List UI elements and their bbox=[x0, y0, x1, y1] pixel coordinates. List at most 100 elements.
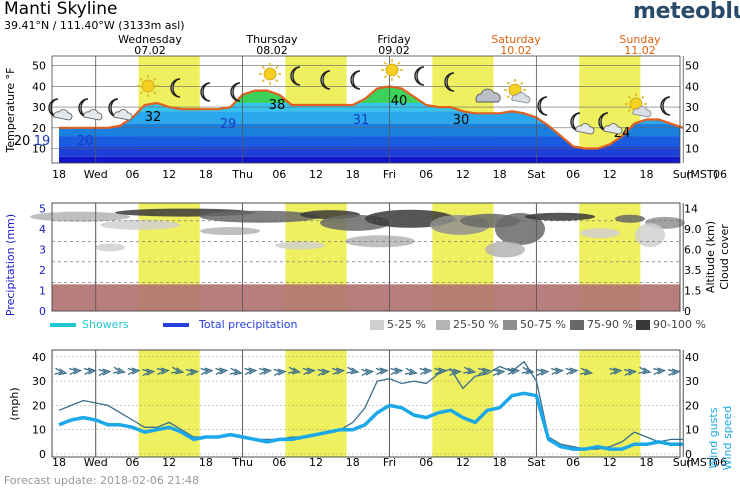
cover-5-25-swatch bbox=[370, 320, 384, 330]
arrow-chevron bbox=[112, 366, 126, 375]
cloud-shape bbox=[113, 109, 133, 121]
arrow-chevron bbox=[565, 367, 579, 375]
moon-shape bbox=[414, 66, 425, 86]
sun-ray bbox=[383, 75, 387, 79]
sun-ray bbox=[139, 91, 143, 95]
arrow-chevron bbox=[550, 367, 565, 375]
wind-axis-label: (mph) bbox=[8, 387, 21, 420]
sun-ray bbox=[275, 65, 279, 69]
wind-direction-arrow-icon bbox=[667, 368, 681, 376]
sun-cloud-icon bbox=[625, 93, 652, 118]
wind-tick-left: 40 bbox=[32, 351, 46, 364]
moon-shape bbox=[230, 82, 241, 102]
altitude-tick-right: 3.5 bbox=[684, 264, 702, 277]
arrow-chevron bbox=[127, 367, 141, 375]
sun-ray bbox=[397, 75, 401, 79]
wind-direction-arrow-icon bbox=[463, 366, 477, 375]
wind-direction-arrow-icon bbox=[83, 367, 97, 375]
arrow-chevron bbox=[536, 368, 550, 376]
moon-icon bbox=[320, 70, 331, 90]
daylight-band bbox=[138, 350, 200, 457]
arrow-chevron bbox=[404, 367, 418, 376]
arrow-chevron bbox=[258, 367, 273, 375]
day-header-date: 10.02 bbox=[500, 44, 532, 57]
wind-direction-arrow-icon bbox=[69, 367, 83, 375]
day-header-weekday: Sunday bbox=[619, 33, 661, 46]
wind-tick-right: 40 bbox=[685, 351, 699, 364]
arrow-chevron bbox=[185, 368, 200, 376]
arrow-chevron bbox=[273, 368, 287, 376]
arrow-chevron bbox=[609, 367, 623, 375]
arrow-chevron bbox=[98, 368, 112, 376]
wind-direction-arrow-icon bbox=[215, 367, 229, 375]
altitude-tick-right: 9.0 bbox=[684, 223, 702, 236]
wind-direction-arrow-icon bbox=[550, 367, 565, 375]
precip-axis-label: Precipitation (mm) bbox=[4, 214, 17, 316]
wind-direction-arrow-icon bbox=[288, 366, 302, 375]
total-precip-legend-swatch bbox=[163, 323, 189, 327]
time-axis-label: 06 bbox=[419, 456, 433, 469]
temperature-line bbox=[59, 85, 684, 150]
sun-ray bbox=[153, 91, 157, 95]
cover-90-100-label: 90-100 % bbox=[653, 318, 706, 331]
temperature-tick-left: 30 bbox=[32, 101, 46, 114]
cloud-cover-blob bbox=[615, 214, 645, 223]
temperature-band bbox=[59, 136, 680, 147]
time-axis-label: 12 bbox=[603, 168, 617, 181]
temperature-marker-label: 30 bbox=[453, 113, 470, 128]
moon-cloud-icon bbox=[598, 112, 623, 135]
temperature-tick-left: 20 bbox=[32, 122, 46, 135]
meteoblue-logo[interactable]: meteoblue bbox=[633, 0, 740, 24]
wind-speed-axis-label: Wind speed bbox=[721, 406, 734, 470]
moon-cloud-icon bbox=[108, 98, 133, 121]
panel-frame bbox=[51, 349, 681, 458]
time-axis-label: Wed bbox=[84, 456, 108, 469]
wind-tick-left: 30 bbox=[32, 375, 46, 388]
moon-cloud-icon bbox=[48, 98, 73, 121]
sun-icon bbox=[381, 59, 403, 81]
arrow-chevron bbox=[375, 367, 389, 375]
wind-direction-arrow-icon bbox=[317, 368, 331, 376]
time-axis-label: 06 bbox=[419, 168, 433, 181]
temperature-marker-label: 19 bbox=[34, 134, 51, 149]
day-header-weekday: Thursday bbox=[245, 33, 298, 46]
moon-cloud-icon bbox=[570, 112, 595, 135]
panel-frame bbox=[51, 55, 681, 164]
arrow-chevron bbox=[477, 367, 492, 375]
arrow-chevron bbox=[507, 367, 521, 375]
cloud-shape bbox=[83, 109, 103, 121]
arrow-chevron bbox=[521, 366, 535, 375]
time-axis-label: 12 bbox=[162, 456, 176, 469]
time-axis-label: Sat bbox=[527, 168, 546, 181]
time-axis-label: Sun bbox=[673, 456, 694, 469]
wind-direction-arrow-icon bbox=[156, 367, 170, 375]
moon-shape bbox=[290, 66, 301, 86]
temperature-marker-label: 40 bbox=[391, 94, 408, 109]
moon-shape bbox=[200, 82, 211, 102]
temperature-tick-right: 10 bbox=[685, 143, 699, 156]
wind-tick-left: 20 bbox=[32, 399, 46, 412]
wind-tick-left: 0 bbox=[39, 448, 46, 461]
wind-direction-arrow-icon bbox=[404, 367, 418, 376]
arrow-chevron bbox=[580, 367, 594, 376]
time-axis-label: 12 bbox=[309, 168, 323, 181]
wind-direction-arrow-icon bbox=[623, 368, 638, 376]
cloud-cover-blob bbox=[95, 243, 125, 252]
wind-direction-arrow-icon bbox=[112, 366, 126, 375]
time-axis-label: 18 bbox=[199, 168, 213, 181]
time-axis-label: 18 bbox=[493, 456, 507, 469]
cloud-cover-blob bbox=[580, 228, 620, 239]
arrow-chevron bbox=[215, 367, 229, 375]
moon-shape bbox=[537, 96, 548, 116]
arrow-chevron bbox=[361, 368, 375, 376]
wind-direction-arrow-icon bbox=[331, 367, 346, 375]
cloud-shape bbox=[53, 109, 73, 121]
moon-icon bbox=[350, 70, 361, 90]
arrow-chevron bbox=[346, 366, 360, 375]
moon-icon bbox=[660, 96, 671, 116]
time-axis-label: 06 bbox=[566, 456, 580, 469]
sun-ray bbox=[275, 79, 279, 83]
wind-direction-arrow-icon bbox=[171, 366, 185, 375]
location-coordinates: 39.41°N / 111.40°W (3133m asl) bbox=[4, 19, 185, 32]
